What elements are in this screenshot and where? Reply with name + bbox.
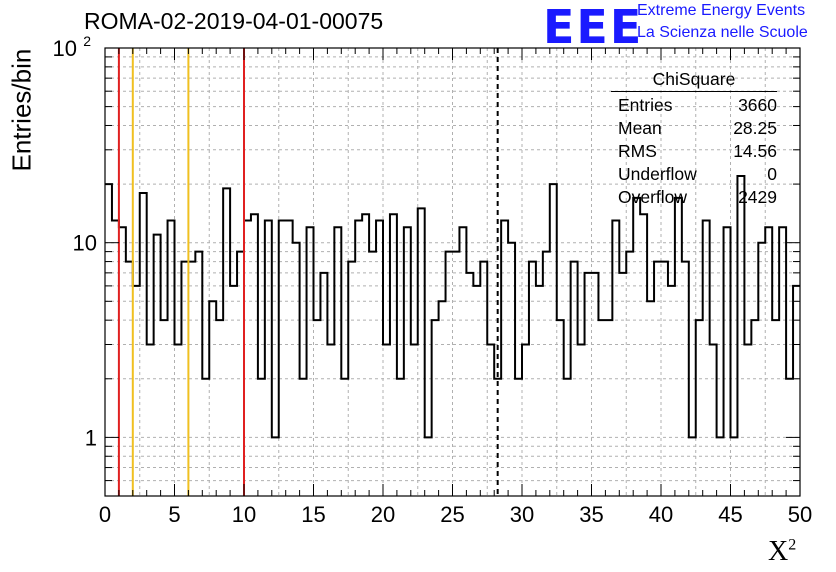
stats-row-entries: Entries 3660: [618, 95, 777, 115]
stats-row-mean: Mean 28.25: [618, 118, 777, 138]
stats-row-overflow: Overflow 2429: [618, 187, 777, 207]
x-tick-label: 45: [718, 502, 742, 527]
stats-row-rms: RMS 14.56: [618, 141, 777, 161]
x-axis-label: X2: [768, 536, 797, 567]
x-tick-label: 0: [99, 502, 111, 527]
x-tick-label: 20: [371, 502, 395, 527]
y-tick-label: 10: [53, 36, 77, 61]
x-tick-label: 10: [232, 502, 256, 527]
stats-row-underflow: Underflow 0: [618, 164, 777, 184]
eee-logo: EEE: [543, 0, 644, 54]
y-axis-label: Entries/bin: [6, 48, 37, 172]
x-tick-label: 50: [788, 502, 812, 527]
x-tick-label: 25: [440, 502, 464, 527]
stats-box: ChiSquare Entries 3660 Mean 28.25 RMS 14.56…: [611, 69, 777, 209]
y-tick-label-exp: 2: [83, 33, 91, 49]
y-tick-label: 10: [73, 231, 97, 256]
x-tick-label: 35: [579, 502, 603, 527]
stats-title: ChiSquare: [611, 69, 777, 92]
histogram-line: [105, 175, 800, 439]
x-tick-label: 30: [510, 502, 534, 527]
x-tick-label: 5: [168, 502, 180, 527]
x-tick-label: 40: [649, 502, 673, 527]
chart-title: ROMA-02-2019-04-01-00075: [84, 8, 384, 34]
logo-line-1: Extreme Energy Events: [637, 2, 806, 19]
logo-line-2: La Scienza nelle Scuole: [637, 24, 808, 41]
y-tick-label: 1: [85, 425, 97, 450]
x-tick-label: 15: [301, 502, 325, 527]
